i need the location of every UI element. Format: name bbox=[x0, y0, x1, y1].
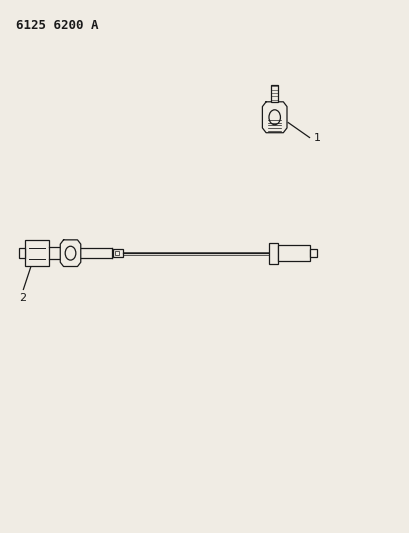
Bar bbox=[25, 240, 49, 266]
Polygon shape bbox=[262, 102, 286, 133]
Bar bbox=[310, 249, 316, 257]
Bar bbox=[115, 251, 119, 255]
Text: 6125 6200 A: 6125 6200 A bbox=[16, 19, 99, 31]
Bar bbox=[112, 249, 123, 257]
Text: 1: 1 bbox=[313, 133, 320, 142]
Bar bbox=[19, 248, 25, 258]
Bar bbox=[270, 85, 278, 102]
Bar bbox=[277, 245, 310, 261]
Text: 2: 2 bbox=[19, 293, 26, 303]
Polygon shape bbox=[60, 240, 81, 266]
Bar bbox=[268, 243, 277, 264]
